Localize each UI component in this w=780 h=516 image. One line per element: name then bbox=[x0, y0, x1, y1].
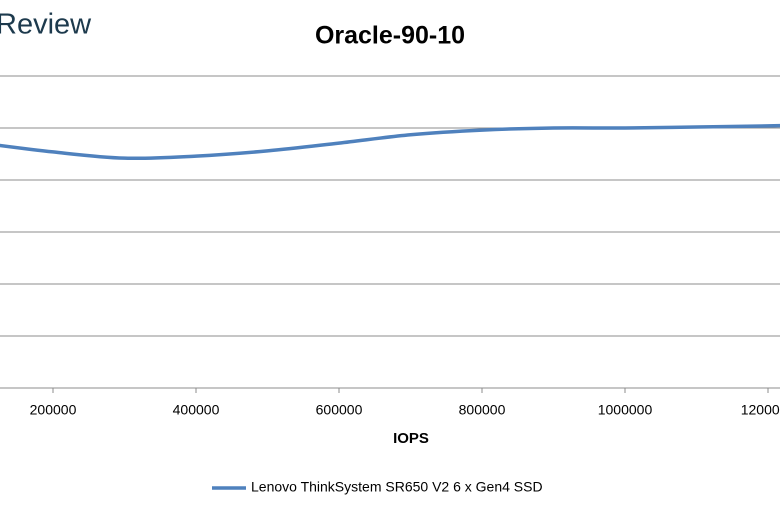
watermark: Review bbox=[0, 9, 92, 41]
x-tick-label: 200000 bbox=[30, 402, 77, 418]
x-tick-label: 400000 bbox=[173, 402, 220, 418]
data-line bbox=[0, 123, 780, 161]
legend-label: Lenovo ThinkSystem SR650 V2 6 x Gen4 SSD bbox=[251, 479, 543, 495]
x-tick-label: 1000000 bbox=[598, 402, 653, 418]
x-axis-label: IOPS bbox=[393, 430, 429, 447]
x-tick-label: 800000 bbox=[459, 402, 506, 418]
chart-title: Oracle-90-10 bbox=[315, 22, 465, 50]
x-tick-label: 600000 bbox=[316, 402, 363, 418]
x-tick-label: 1200000 bbox=[741, 402, 780, 418]
